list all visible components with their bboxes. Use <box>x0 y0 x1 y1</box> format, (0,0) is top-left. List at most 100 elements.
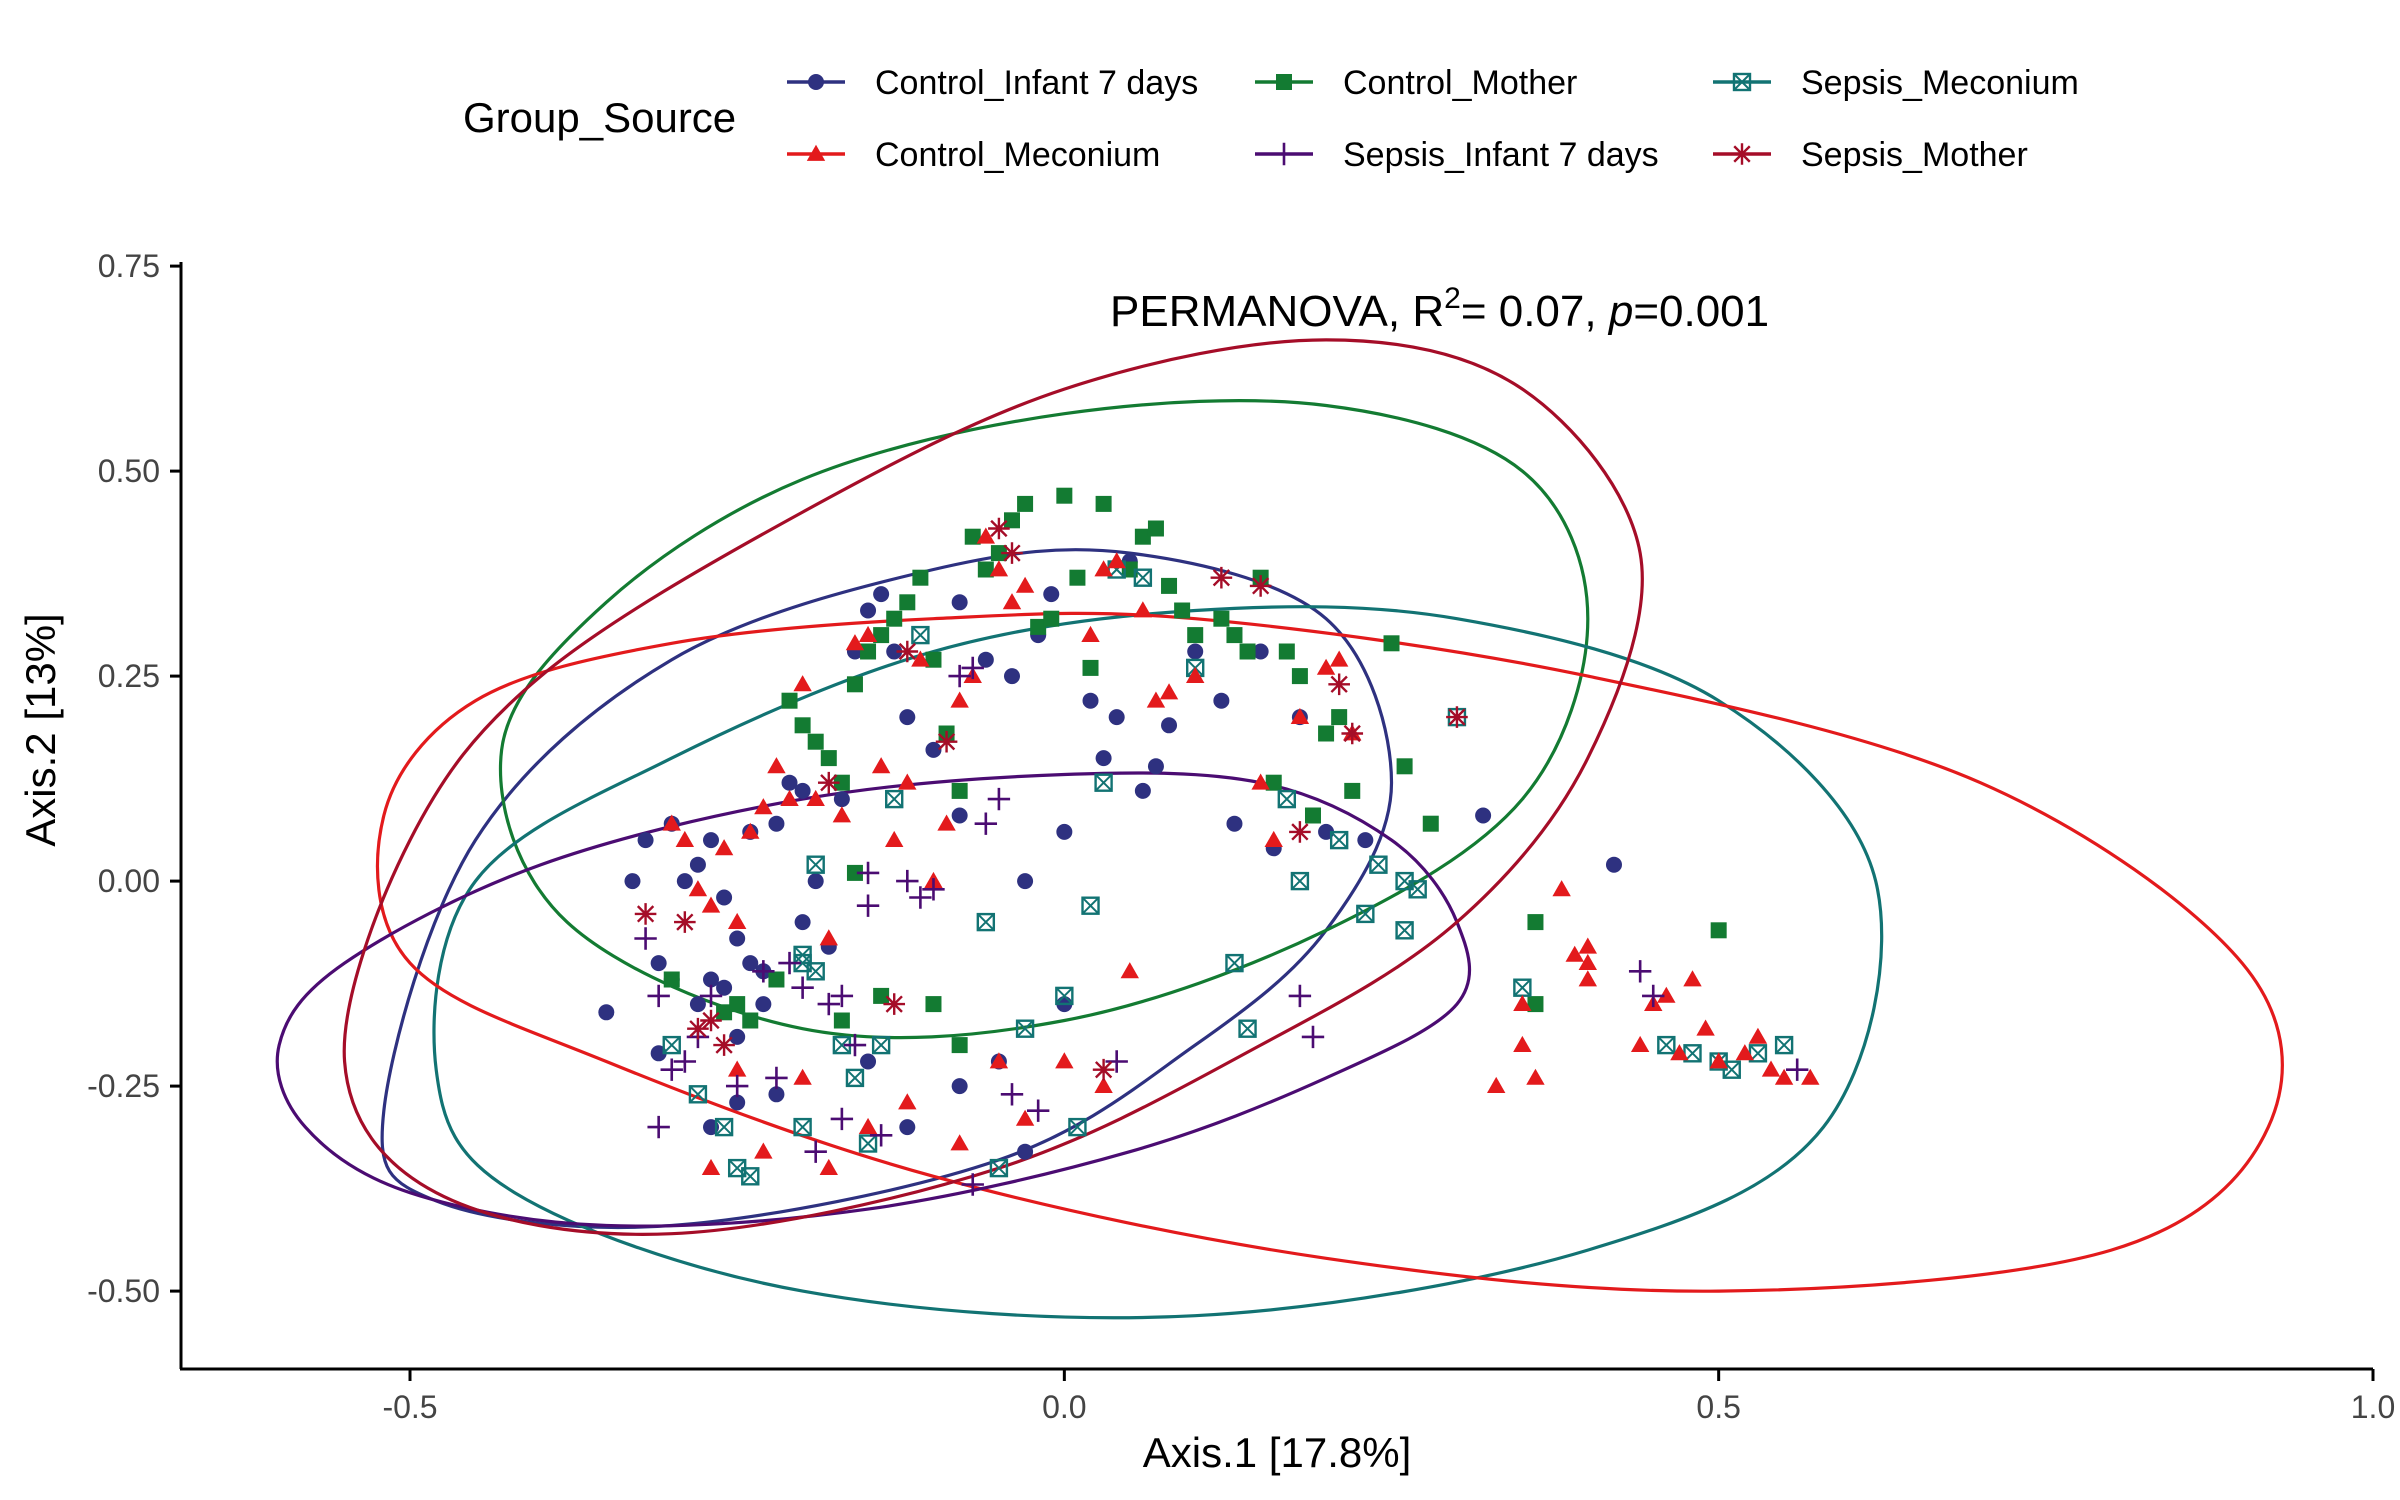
point-control-meconium <box>1513 994 1532 1011</box>
point-sepsis-infant-7-days <box>699 984 723 1008</box>
point-control-meconium <box>885 830 904 847</box>
point-control-infant-7-days <box>977 651 994 668</box>
point-sepsis-meconium <box>1395 921 1414 940</box>
point-control-meconium <box>937 814 956 831</box>
point-control-infant-7-days <box>794 914 811 931</box>
point-control-meconium <box>1081 625 1100 642</box>
point-control-mother <box>846 676 863 693</box>
point-control-meconium <box>1565 945 1584 962</box>
point-control-meconium <box>701 896 721 913</box>
point-control-meconium <box>1526 1068 1545 1085</box>
point-sepsis-meconium <box>741 1167 760 1186</box>
ellipse-sepsis-meconium <box>432 605 1884 1320</box>
point-control-mother <box>1239 643 1256 660</box>
point-sepsis-infant-7-days <box>634 927 657 950</box>
legend-item-sepsis-meconium: Sepsis_Meconium <box>1713 64 2079 102</box>
point-control-infant-7-days <box>729 1094 746 1111</box>
point-control-mother <box>1043 610 1060 627</box>
point-sepsis-infant-7-days <box>1642 984 1665 1008</box>
point-sepsis-meconium <box>845 1068 865 1088</box>
legend-label: Control_Mother <box>1343 64 1577 102</box>
point-sepsis-meconium <box>989 1158 1009 1178</box>
point-sepsis-infant-7-days <box>856 894 880 917</box>
point-control-meconium <box>1709 1052 1728 1069</box>
point-control-meconium <box>858 1117 878 1134</box>
point-control-meconium <box>767 757 786 774</box>
point-control-meconium <box>1761 1060 1781 1077</box>
point-control-mother <box>1396 758 1413 775</box>
point-control-infant-7-days <box>951 807 968 824</box>
point-control-mother <box>742 1012 759 1029</box>
point-control-infant-7-days <box>925 741 942 758</box>
point-sepsis-meconium <box>1657 1035 1676 1055</box>
point-sepsis-meconium <box>1369 855 1388 874</box>
point-control-infant-7-days <box>689 996 706 1013</box>
point-control-infant-7-days <box>951 594 968 611</box>
point-sepsis-infant-7-days <box>1288 984 1312 1008</box>
point-control-mother <box>951 1037 968 1054</box>
point-control-meconium <box>1735 1044 1755 1061</box>
point-control-meconium <box>1748 1027 1768 1044</box>
point-control-meconium <box>662 814 681 831</box>
point-control-mother <box>833 1012 850 1029</box>
legend-label: Sepsis_Meconium <box>1801 64 2079 102</box>
point-control-mother <box>1017 495 1034 512</box>
point-control-meconium <box>898 773 917 790</box>
y-tick-label: 0.00 <box>98 863 160 899</box>
point-control-infant-7-days <box>1017 1143 1034 1160</box>
point-control-infant-7-days <box>1082 692 1099 709</box>
point-sepsis-meconium <box>1238 1019 1257 1038</box>
point-control-meconium <box>1801 1068 1820 1085</box>
point-control-infant-7-days <box>742 955 759 972</box>
point-control-meconium <box>1015 1109 1035 1126</box>
point-control-infant-7-days <box>1095 750 1112 767</box>
legend-item-control-meconium: Control_Meconium <box>787 136 1160 174</box>
point-sepsis-infant-7-days <box>673 1050 697 1073</box>
point-control-mother <box>1422 815 1439 832</box>
point-control-meconium <box>1696 1019 1715 1036</box>
legend-item-sepsis-infant-7-days: Sepsis_Infant 7 days <box>1255 136 1659 174</box>
point-sepsis-infant-7-days <box>778 951 801 975</box>
point-sepsis-meconium <box>976 912 996 932</box>
point-sepsis-meconium <box>1133 568 1153 587</box>
point-sepsis-mother <box>883 993 906 1015</box>
point-control-infant-7-days <box>794 782 811 799</box>
point-control-meconium <box>688 880 708 897</box>
point-sepsis-meconium <box>793 1117 812 1137</box>
point-control-infant-7-days <box>1226 815 1243 832</box>
point-control-mother <box>1134 528 1151 545</box>
point-control-mother <box>807 733 824 750</box>
point-control-infant-7-days <box>1357 832 1374 849</box>
data-points <box>598 487 1820 1196</box>
point-sepsis-meconium <box>1068 1117 1087 1137</box>
point-sepsis-infant-7-days <box>843 1033 867 1057</box>
point-control-mother <box>873 987 890 1004</box>
point-control-meconium <box>858 625 878 642</box>
ellipse-control-infant-7-days <box>380 548 1394 1230</box>
point-control-mother <box>990 545 1007 562</box>
point-control-meconium <box>911 650 930 667</box>
y-axis-label: Axis.2 [13%] <box>17 613 64 846</box>
point-sepsis-infant-7-days <box>948 664 971 688</box>
point-control-mother <box>1278 643 1295 660</box>
point-sepsis-mother <box>1446 706 1468 728</box>
legend: Group_Source Control_Infant 7 days Contro… <box>463 64 2079 174</box>
point-control-meconium <box>1251 773 1270 790</box>
point-control-meconium <box>1513 1035 1532 1052</box>
point-control-mother <box>1383 635 1400 652</box>
point-control-infant-7-days <box>768 815 785 832</box>
point-control-infant-7-days <box>951 1078 968 1095</box>
point-control-meconium <box>950 691 969 708</box>
point-control-meconium <box>806 789 825 806</box>
point-control-infant-7-days <box>807 873 824 890</box>
point-control-infant-7-days <box>1108 709 1125 726</box>
point-control-mother <box>912 569 929 586</box>
point-control-mother <box>977 561 994 578</box>
point-sepsis-mother <box>896 640 919 663</box>
legend-symbol <box>1272 142 1296 166</box>
point-control-infant-7-days <box>689 856 706 873</box>
point-control-infant-7-days <box>860 1053 877 1070</box>
point-sepsis-infant-7-days <box>1301 1025 1325 1049</box>
annotation-middle: = 0.07, <box>1461 287 1609 336</box>
point-control-meconium <box>976 527 996 544</box>
